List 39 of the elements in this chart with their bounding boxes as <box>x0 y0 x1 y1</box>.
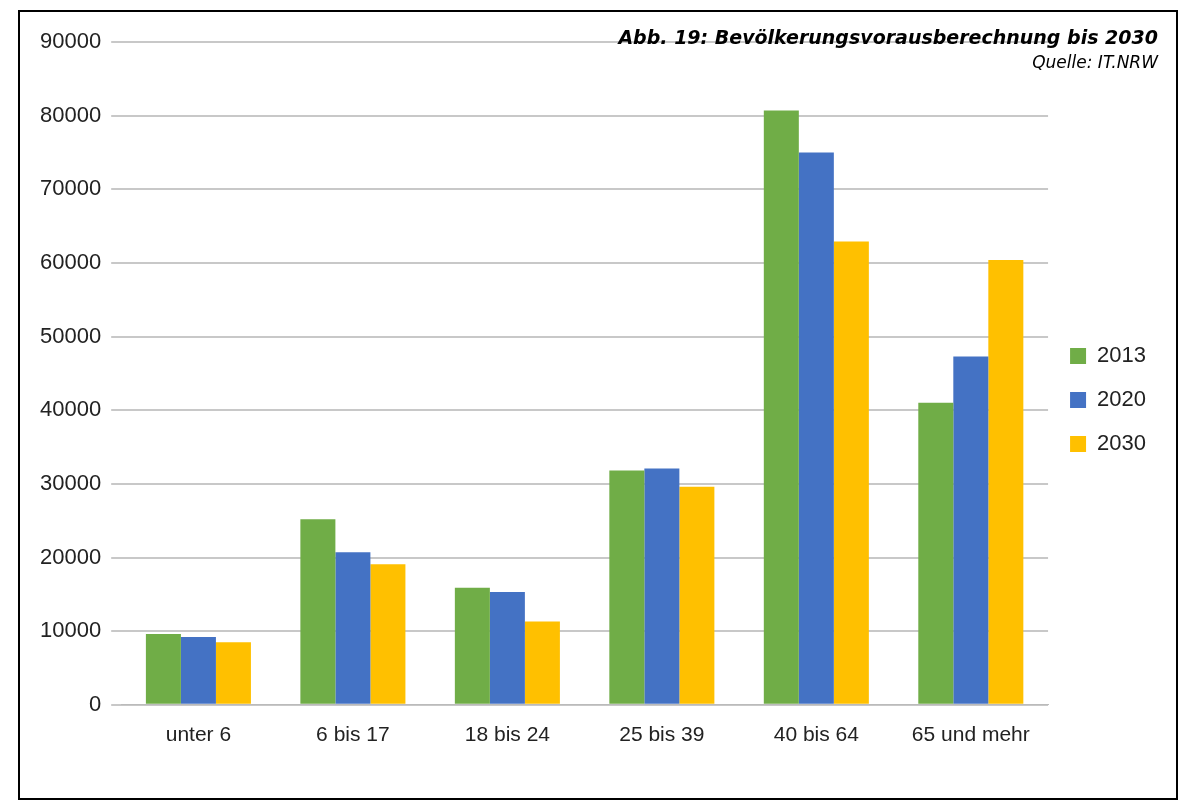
y-tick-label: 40000 <box>39 396 102 422</box>
y-tick-label: 10000 <box>39 617 102 643</box>
y-tick-label: 80000 <box>39 101 102 127</box>
bar <box>918 402 954 704</box>
bar <box>489 592 525 704</box>
annotation: Quelle: IT.NRW <box>1032 52 1158 72</box>
bar <box>370 564 406 704</box>
bar <box>335 552 371 704</box>
bar <box>763 110 799 704</box>
bar <box>679 486 715 704</box>
x-tick-label: unter 6 <box>165 722 232 746</box>
x-tick-label: 6 bis 17 <box>316 722 390 746</box>
y-tick-label: 60000 <box>39 249 102 274</box>
bar <box>953 356 989 704</box>
y-tick-label: 30000 <box>39 469 102 495</box>
bar <box>524 621 560 704</box>
bar <box>145 634 181 704</box>
bar <box>300 519 336 704</box>
bar <box>609 470 645 704</box>
x-tick-label: 25 bis 39 <box>619 722 705 746</box>
legend-label: 2030 <box>1097 430 1147 456</box>
x-tick-label: 65 und mehr <box>911 722 1030 746</box>
y-tick-label: 50000 <box>39 322 102 348</box>
y-tick-label: 70000 <box>39 175 102 201</box>
bar <box>180 637 216 704</box>
y-tick-label: 0 <box>88 690 102 716</box>
bar <box>644 468 680 704</box>
bar <box>454 587 490 704</box>
legend-label: 2020 <box>1097 386 1147 412</box>
x-tick-label: 40 bis 64 <box>773 722 860 746</box>
bar <box>988 259 1024 704</box>
y-tick-label: 90000 <box>39 28 102 54</box>
bar <box>833 241 869 704</box>
bar <box>215 642 251 704</box>
x-tick-label: 18 bis 24 <box>464 722 551 746</box>
bar <box>798 152 834 704</box>
chart-title: Abb. 19: Bevölkerungsvorausberechnung bis 2030 <box>618 26 1158 48</box>
y-tick-label: 20000 <box>39 543 102 569</box>
legend-label: 2013 <box>1097 342 1147 368</box>
